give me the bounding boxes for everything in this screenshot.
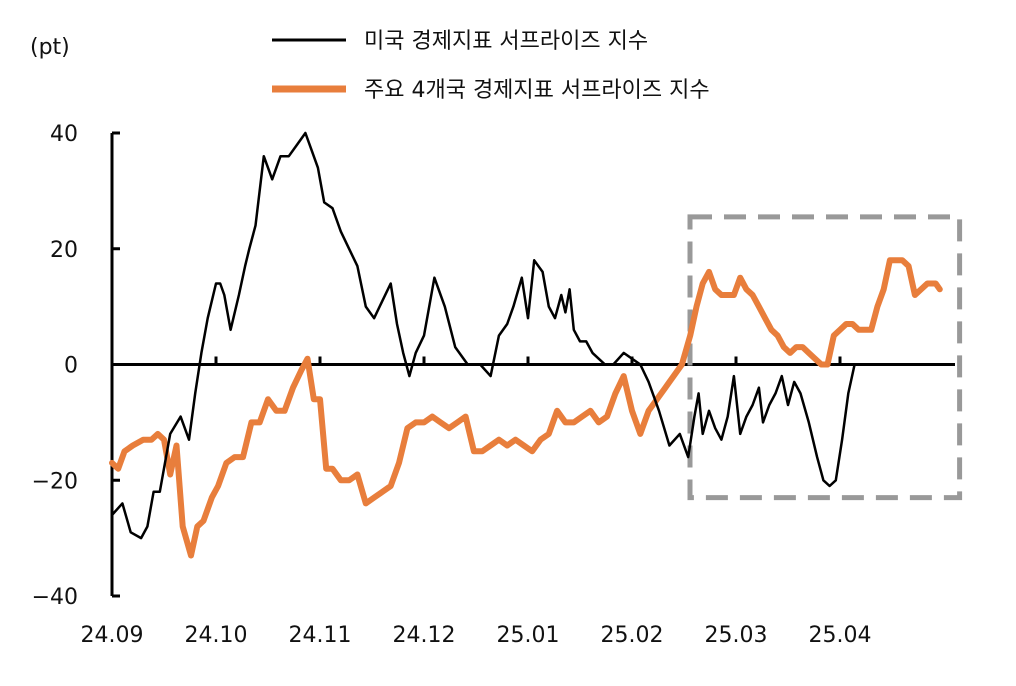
y-tick-label: −40 bbox=[32, 585, 78, 610]
legend: 미국 경제지표 서프라이즈 지수 주요 4개국 경제지표 서프라이즈 지수 bbox=[272, 29, 710, 103]
x-tick-label: 24.12 bbox=[393, 623, 456, 648]
x-tick-label: 25.01 bbox=[497, 623, 560, 648]
legend-label-us: 미국 경제지표 서프라이즈 지수 bbox=[364, 29, 648, 54]
x-tick-label: 25.04 bbox=[809, 623, 872, 648]
y-tick-label: 20 bbox=[50, 238, 78, 263]
x-tick-label: 24.09 bbox=[81, 623, 144, 648]
x-tick-label: 25.02 bbox=[601, 623, 664, 648]
y-tick-label: 40 bbox=[50, 122, 78, 147]
x-tick-label: 25.03 bbox=[705, 623, 768, 648]
highlight-box bbox=[687, 214, 963, 501]
y-tick-label: 0 bbox=[64, 354, 78, 379]
y-unit-label: (pt) bbox=[30, 35, 70, 60]
x-tick-label: 24.11 bbox=[289, 623, 352, 648]
series-line-us bbox=[110, 131, 942, 540]
highlight-box-group bbox=[687, 214, 963, 501]
series-line-major4 bbox=[109, 257, 943, 559]
y-tick-label: −20 bbox=[32, 469, 78, 494]
x-tick-label: 24.10 bbox=[185, 623, 248, 648]
legend-label-major4: 주요 4개국 경제지표 서프라이즈 지수 bbox=[364, 78, 710, 103]
series-group bbox=[109, 131, 943, 559]
